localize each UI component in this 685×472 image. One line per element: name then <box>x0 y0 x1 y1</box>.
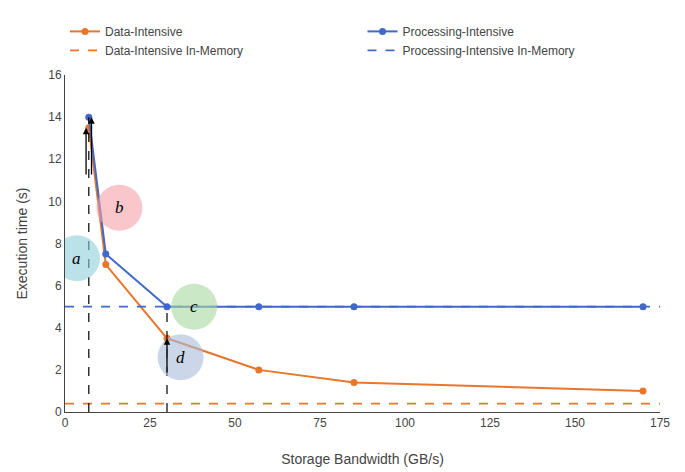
svg-text:d: d <box>176 348 185 367</box>
svg-text:175: 175 <box>650 416 670 430</box>
svg-text:125: 125 <box>480 416 500 430</box>
svg-text:0: 0 <box>62 416 69 430</box>
svg-text:Storage Bandwidth (GB/s): Storage Bandwidth (GB/s) <box>281 451 444 467</box>
svg-text:16: 16 <box>48 68 62 82</box>
svg-text:12: 12 <box>48 152 62 166</box>
svg-text:50: 50 <box>228 416 242 430</box>
svg-text:6: 6 <box>55 279 62 293</box>
svg-text:Processing-Intensive: Processing-Intensive <box>403 25 515 39</box>
svg-text:150: 150 <box>565 416 585 430</box>
svg-text:75: 75 <box>313 416 327 430</box>
svg-text:2: 2 <box>55 363 62 377</box>
svg-text:10: 10 <box>48 195 62 209</box>
svg-text:Data-Intensive In-Memory: Data-Intensive In-Memory <box>105 44 243 58</box>
svg-text:Processing-Intensive In-Memory: Processing-Intensive In-Memory <box>403 44 575 58</box>
svg-text:c: c <box>190 297 198 316</box>
svg-text:8: 8 <box>55 237 62 251</box>
svg-text:Data-Intensive: Data-Intensive <box>105 25 183 39</box>
svg-text:25: 25 <box>143 416 157 430</box>
svg-text:100: 100 <box>395 416 415 430</box>
svg-text:Execution time (s): Execution time (s) <box>14 187 30 299</box>
svg-text:a: a <box>72 249 81 268</box>
svg-text:b: b <box>115 198 124 217</box>
svg-text:4: 4 <box>55 321 62 335</box>
svg-text:0: 0 <box>55 405 62 419</box>
svg-text:14: 14 <box>48 110 62 124</box>
